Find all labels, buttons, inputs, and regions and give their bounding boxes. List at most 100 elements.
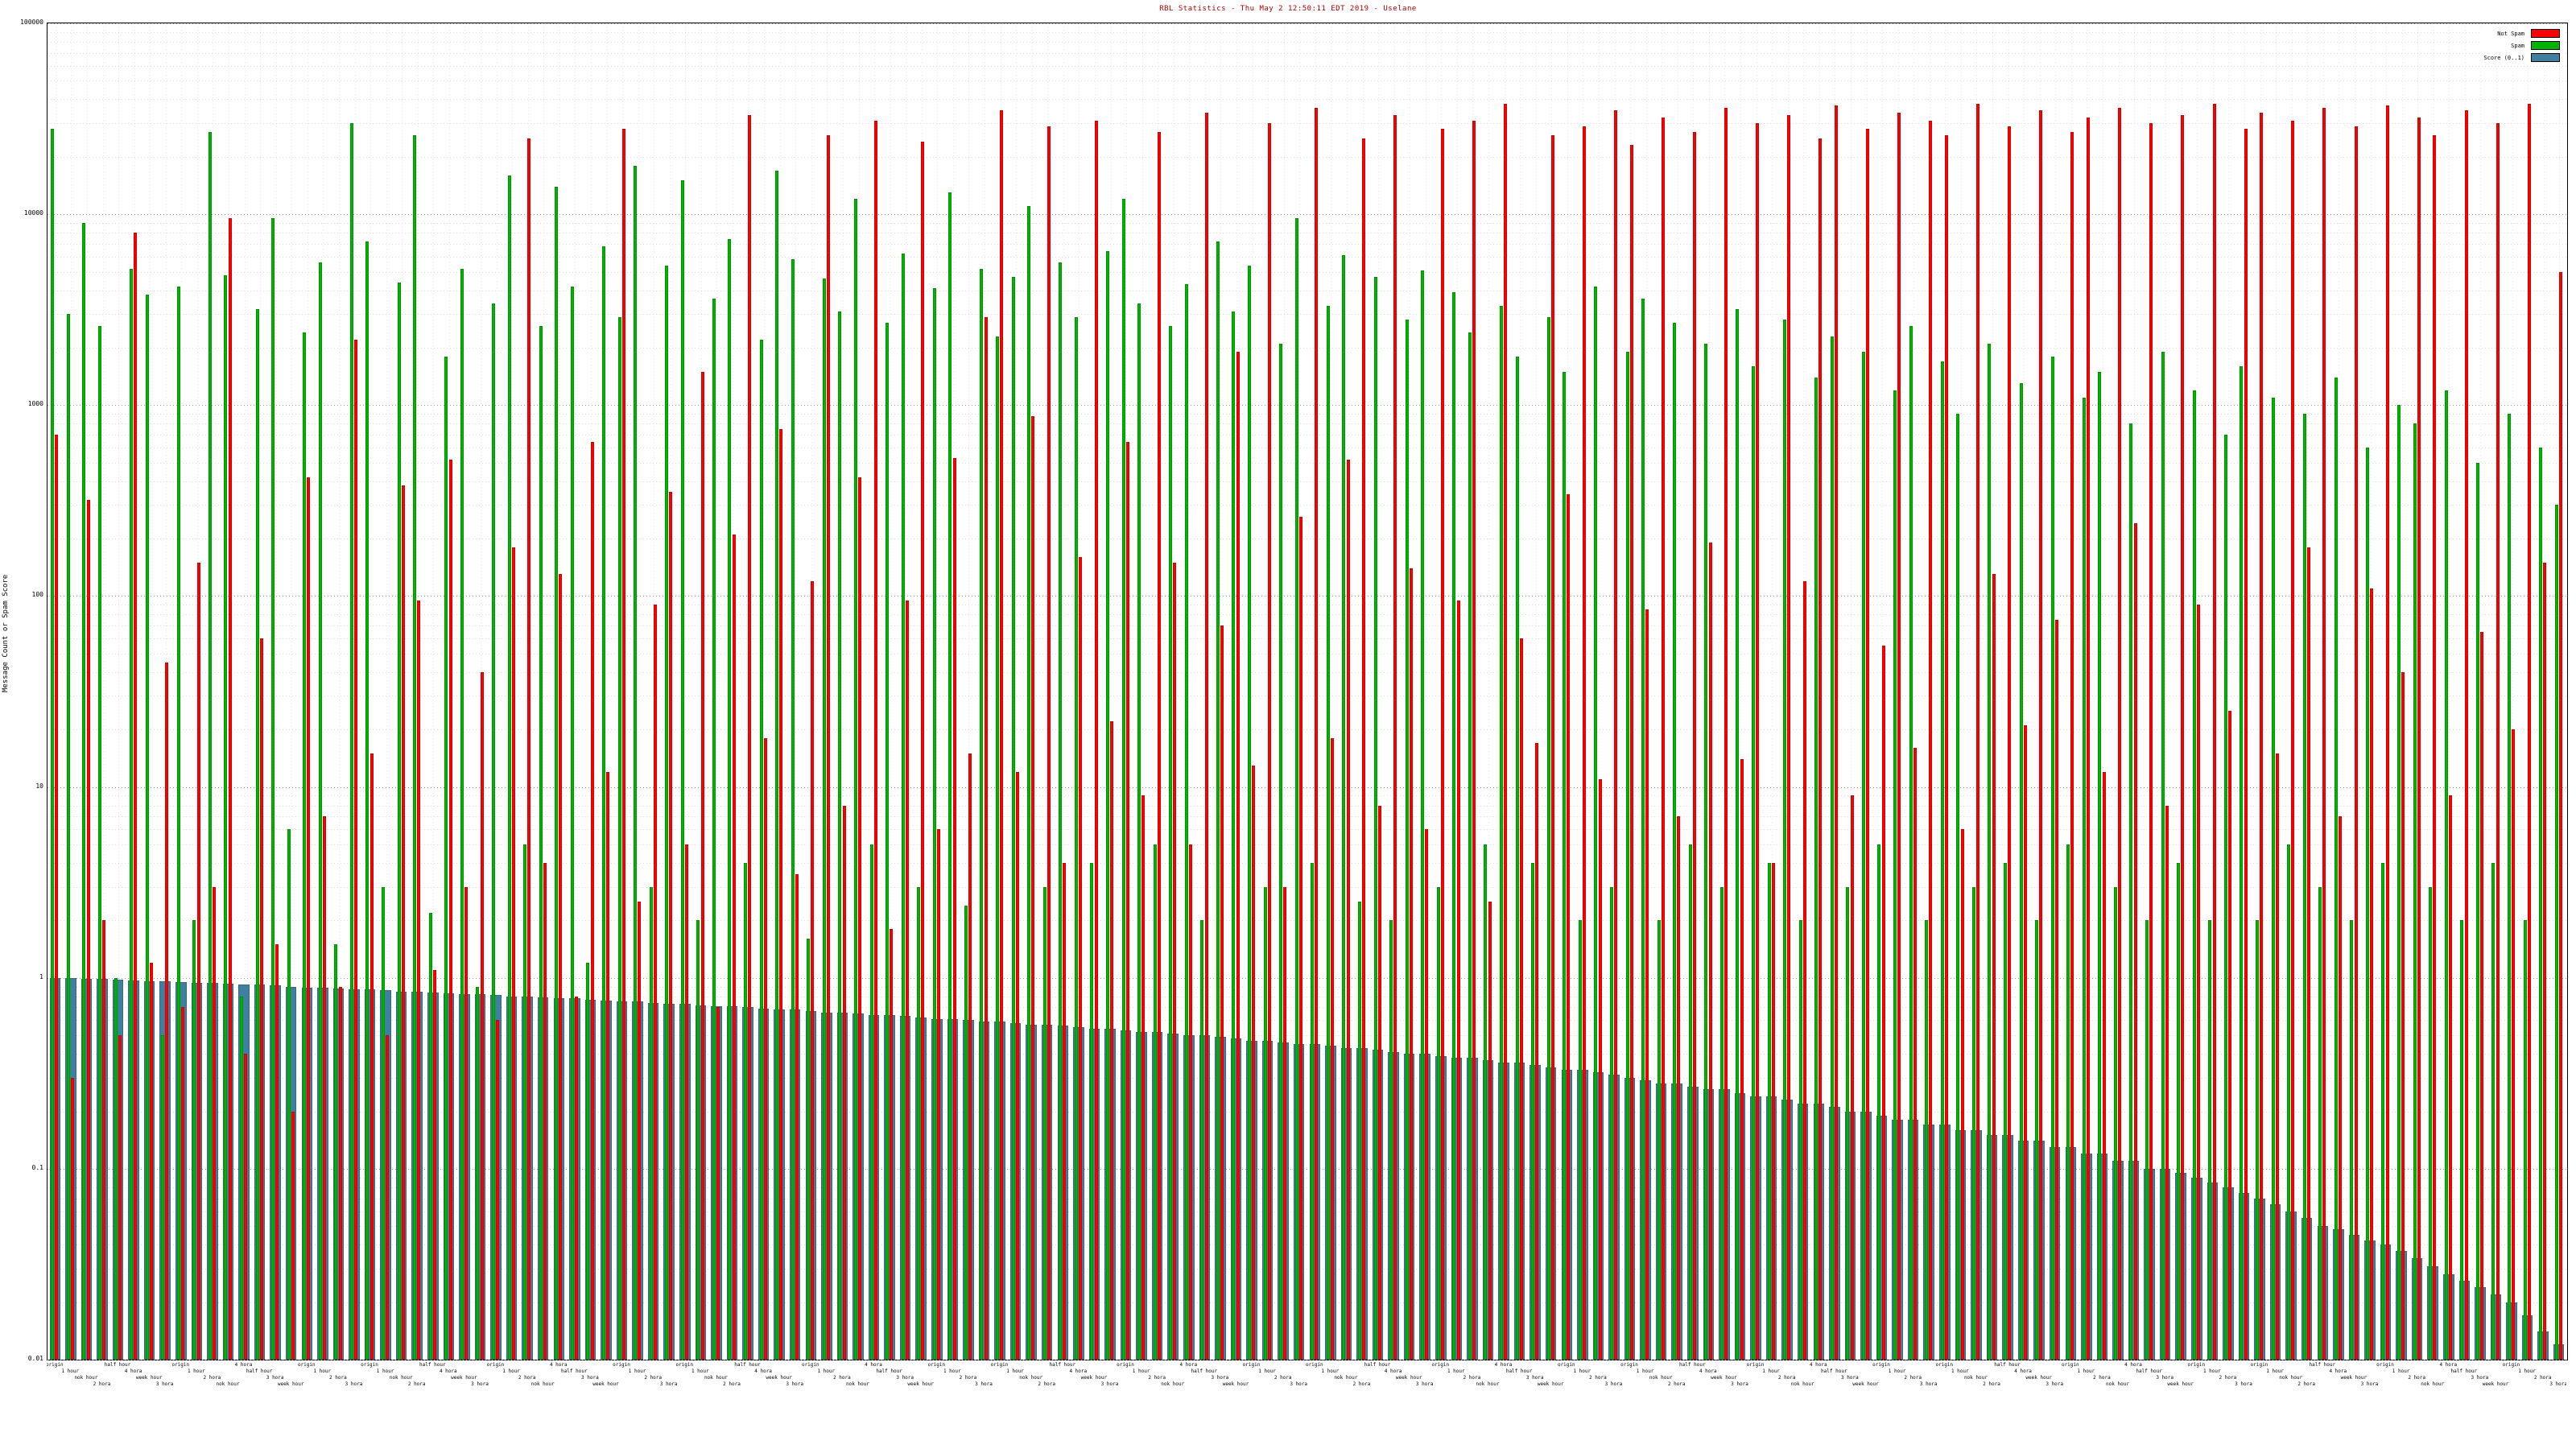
spam-bar — [444, 356, 448, 1360]
x-tick-label: 1 hour — [1636, 1368, 1654, 1374]
gridline-vertical — [244, 23, 246, 1360]
not-spam-bar — [1298, 517, 1302, 1360]
x-tick-label: 1 hour — [1573, 1368, 1591, 1374]
not-spam-bar — [2039, 110, 2043, 1360]
spam-bar — [97, 325, 101, 1360]
x-tick-label: 3 hora — [1525, 1375, 1544, 1381]
x-tick-label: half hour — [1364, 1362, 1391, 1368]
not-spam-bar — [2496, 123, 2500, 1360]
not-spam-bar — [1094, 120, 1098, 1360]
gridline-vertical — [1598, 23, 1600, 1360]
gridline-vertical — [1772, 23, 1773, 1360]
gridline-vertical — [181, 23, 183, 1360]
x-tick-label: 1 hour — [187, 1368, 205, 1374]
not-spam-bar — [1409, 568, 1413, 1360]
gridline-vertical — [1850, 23, 1852, 1360]
not-spam-bar — [2165, 805, 2169, 1360]
spam-bar — [1594, 286, 1598, 1360]
gridline-vertical — [291, 23, 293, 1360]
x-tick-label: half hour — [1994, 1362, 2021, 1368]
spam-bar — [1751, 365, 1755, 1360]
gridline-vertical — [464, 23, 466, 1360]
not-spam-bar — [858, 477, 862, 1360]
not-spam-bar — [2385, 105, 2389, 1360]
spam-bar — [791, 259, 795, 1360]
not-spam-bar — [1393, 115, 1397, 1360]
x-tick-label: nok hour — [846, 1381, 869, 1387]
gridline-vertical — [890, 23, 891, 1360]
spam-bar — [1059, 262, 1063, 1360]
spam-bar — [382, 886, 385, 1360]
spam-bar — [2145, 920, 2149, 1360]
x-tick-label: nok hour — [2421, 1381, 2445, 1387]
x-tick-label: origin — [171, 1362, 190, 1368]
x-tick-label: week hour — [451, 1375, 477, 1381]
gridline-vertical — [1141, 23, 1143, 1360]
not-spam-bar — [1283, 886, 1287, 1360]
spam-bar — [948, 192, 952, 1360]
x-tick-label: 4 hora — [549, 1362, 568, 1368]
spam-bar — [2429, 886, 2433, 1360]
gridline-vertical — [606, 23, 608, 1360]
not-spam-bar — [2558, 271, 2562, 1360]
gridline-vertical — [71, 23, 72, 1360]
spam-bar — [1153, 844, 1157, 1360]
plot-area — [47, 23, 2568, 1360]
x-tick-label: nok hour — [2279, 1375, 2303, 1381]
x-axis-labels: origin 1 hour nok hour 2 hora half hour 4 hor… — [47, 1362, 2566, 1418]
x-tick-label: origin — [2061, 1362, 2079, 1368]
gridline-vertical — [275, 23, 277, 1360]
not-spam-bar — [2480, 631, 2483, 1360]
spam-bar — [1373, 276, 1377, 1360]
spam-bar — [161, 1035, 165, 1360]
x-tick-label: 4 hora — [2439, 1362, 2458, 1368]
not-spam-bar — [480, 671, 484, 1360]
not-spam-bar — [1125, 442, 1129, 1360]
x-tick-label: nok hour — [1790, 1381, 1814, 1387]
not-spam-bar — [684, 844, 688, 1360]
gridline-minor — [47, 805, 2567, 807]
x-tick-label: nok hour — [1334, 1375, 1358, 1381]
spam-bar — [634, 165, 637, 1360]
spam-bar — [932, 288, 936, 1360]
legend: Not Spam Spam Score (0..1) — [2480, 27, 2563, 64]
not-spam-bar — [86, 499, 90, 1360]
spam-bar — [1798, 920, 1802, 1360]
spam-bar — [1783, 320, 1787, 1360]
gridline-minor — [47, 31, 2567, 33]
not-spam-bar — [196, 562, 200, 1360]
x-tick-label: nok hour — [74, 1375, 98, 1381]
spam-bar — [1200, 920, 1204, 1360]
y-tick-label: 0.1 — [31, 1163, 43, 1171]
not-spam-bar — [2417, 118, 2421, 1360]
spam-bar — [2365, 447, 2369, 1360]
x-tick-label: 3 hora — [896, 1375, 914, 1381]
gridline-minor — [47, 462, 2567, 464]
x-tick-label: nok hour — [216, 1381, 240, 1387]
spam-bar — [1011, 276, 1015, 1360]
x-tick-label: origin — [1117, 1362, 1134, 1368]
gridline-vertical — [1016, 23, 1018, 1360]
not-spam-bar — [2102, 771, 2106, 1360]
gridline-vertical — [323, 23, 324, 1360]
legend-item-score: Score (0..1) — [2483, 53, 2560, 62]
gridline-minor — [47, 795, 2567, 797]
x-tick-label: half hour — [1679, 1362, 1706, 1368]
spam-bar — [130, 268, 133, 1360]
spam-bar — [334, 944, 338, 1360]
gridline-minor — [47, 614, 2567, 616]
spam-swatch — [2531, 41, 2560, 50]
y-tick-label: 100000 — [20, 19, 43, 26]
spam-bar — [145, 294, 149, 1360]
spam-bar — [2350, 920, 2354, 1360]
gridline-vertical — [2512, 23, 2513, 1360]
x-tick-label: nok hour — [1019, 1375, 1043, 1381]
spam-bar — [365, 242, 369, 1360]
spam-bar — [2240, 365, 2244, 1360]
not-spam-bar — [102, 920, 106, 1360]
not-spam-bar — [448, 459, 452, 1360]
spam-bar — [696, 920, 700, 1360]
spam-bar — [507, 175, 511, 1360]
x-tick-label: half hour — [104, 1362, 131, 1368]
spam-bar — [2554, 505, 2558, 1360]
